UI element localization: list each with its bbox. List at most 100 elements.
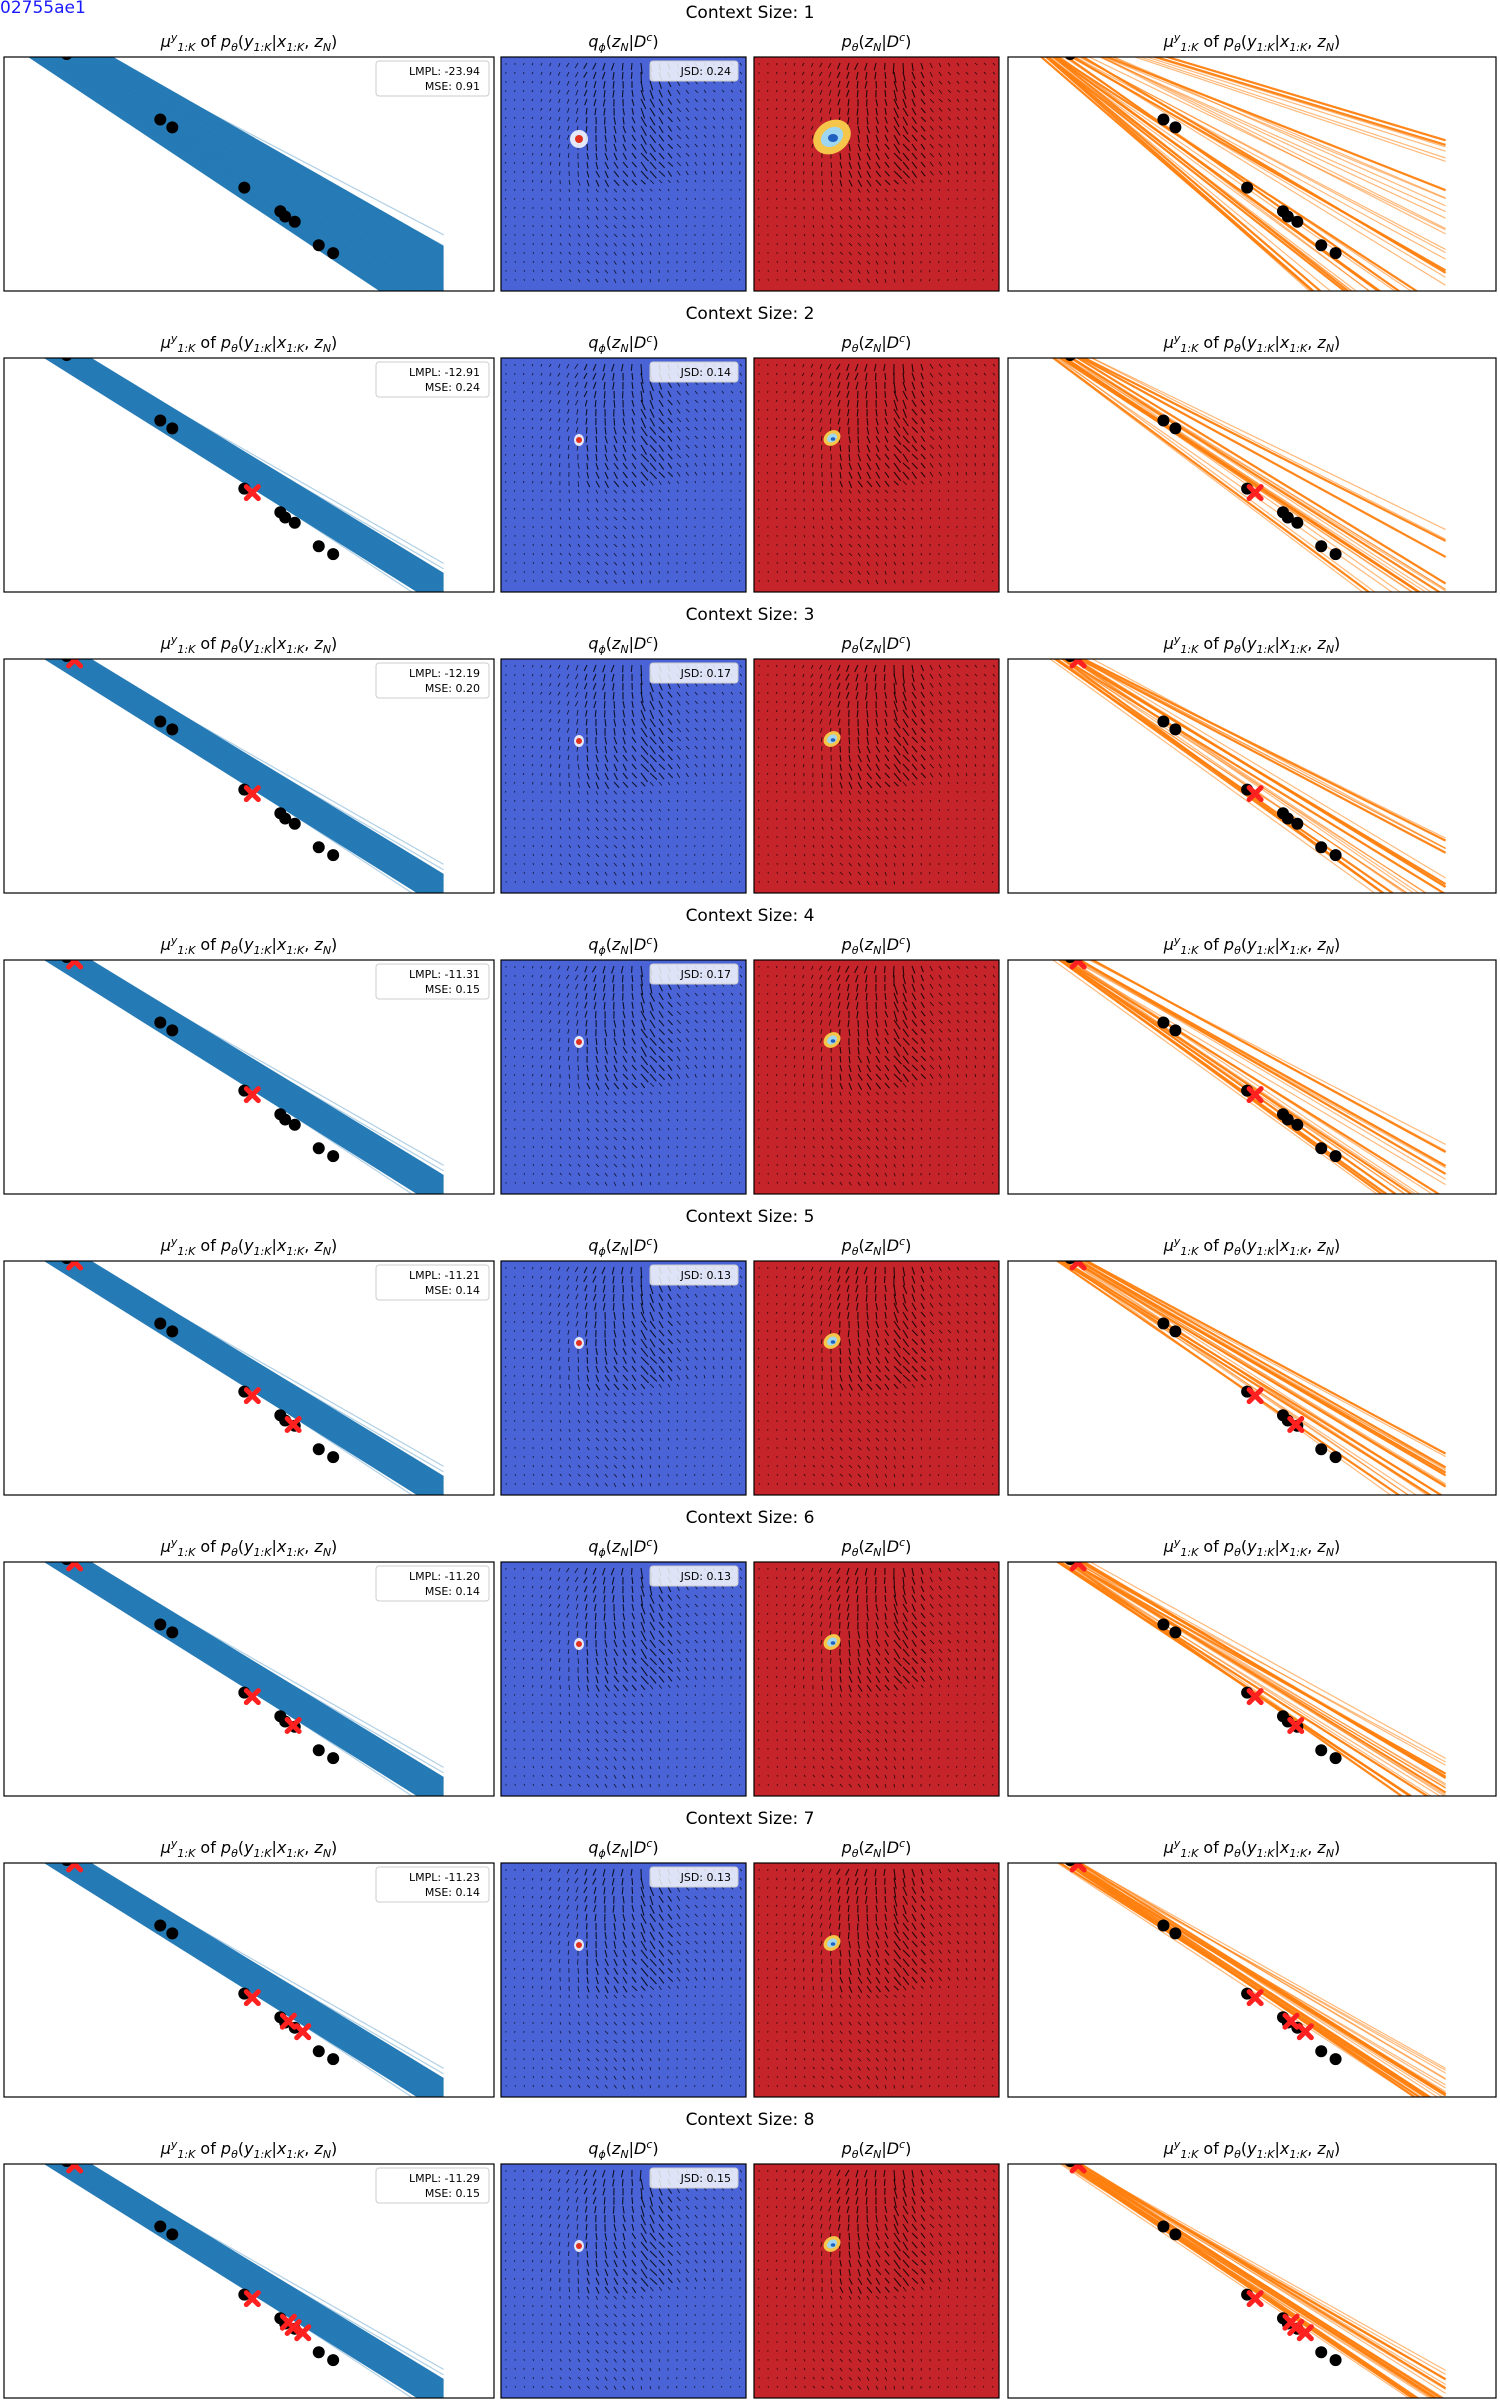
quiver-arrow — [649, 107, 656, 117]
quiver-arrow — [974, 570, 976, 573]
quiver-arrow — [622, 570, 626, 575]
quiver-arrow — [531, 143, 534, 147]
quiver-arrow — [667, 862, 669, 866]
quiver-arrow — [523, 489, 525, 492]
quiver-arrow — [830, 170, 833, 177]
sample-line — [1138, 57, 1446, 159]
quiver-arrow — [884, 89, 887, 97]
quiver-arrow — [523, 965, 525, 969]
quiver-arrow — [676, 107, 682, 113]
quiver-arrow — [965, 152, 968, 157]
quiver-arrow — [837, 80, 841, 88]
target-point — [1291, 215, 1304, 228]
quiver-arrow — [649, 161, 657, 170]
quiver-arrow — [685, 107, 690, 112]
quiver-arrow — [513, 426, 516, 429]
quiver-arrow — [812, 278, 815, 282]
mean-sample-line — [60, 57, 430, 291]
quiver-arrow — [566, 381, 570, 387]
panel-title: μy1:K of pθ(y1:K|x1:K, zN) — [160, 934, 338, 957]
quiver-arrow — [676, 826, 678, 830]
quiver-arrow — [522, 444, 525, 448]
quiver-arrow — [776, 71, 778, 75]
quiver-arrow — [631, 152, 637, 159]
quiver-arrow — [721, 552, 723, 555]
quiver-arrow — [604, 498, 609, 503]
mse-value: MSE: 0.24 — [425, 381, 480, 394]
quiver-arrow — [992, 89, 995, 93]
quiver-arrow — [640, 80, 644, 93]
target-point — [29, 933, 41, 945]
quiver-arrow — [540, 435, 543, 439]
quiver-arrow — [730, 260, 732, 263]
quiver-arrow — [739, 381, 743, 385]
quiver-arrow — [911, 170, 918, 178]
quiver-arrow — [603, 691, 606, 700]
quiver-arrow — [776, 673, 778, 677]
quiver-arrow — [685, 417, 690, 422]
quiver-arrow — [586, 498, 590, 503]
quiver-arrow — [676, 453, 682, 459]
quiver-arrow — [802, 98, 805, 103]
quiver-arrow — [902, 269, 904, 274]
quiver-arrow — [758, 278, 760, 281]
quiver-arrow — [604, 543, 608, 548]
sample-line — [1073, 57, 1446, 278]
quiver-arrow — [766, 197, 769, 200]
quiver-arrow — [875, 98, 879, 107]
quiver-arrow — [712, 1082, 714, 1085]
quiver-arrow — [902, 251, 905, 256]
target-point — [1157, 715, 1170, 728]
mean-sample-line — [72, 358, 444, 581]
quiver-arrow — [758, 790, 760, 793]
quiver-arrow — [721, 435, 724, 439]
quiver-arrow — [694, 143, 698, 148]
quiver-arrow — [947, 98, 951, 103]
quiver-arrow — [956, 579, 958, 582]
quiver-arrow — [640, 125, 647, 136]
quiver-arrow — [875, 251, 879, 256]
quiver-arrow — [558, 152, 561, 158]
quiver-arrow — [875, 381, 878, 390]
quiver-arrow — [974, 278, 976, 281]
quiver-arrow — [875, 242, 879, 247]
figure-id-label: 02755ae1 — [0, 0, 86, 18]
quiver-arrow — [929, 98, 935, 104]
quiver-arrow — [584, 381, 588, 389]
quiver-arrow — [685, 89, 690, 94]
sample-line — [1144, 57, 1446, 152]
quiver-arrow — [531, 116, 534, 120]
quiver-arrow — [631, 161, 638, 168]
quiver-arrow — [712, 471, 715, 476]
quiver-arrow — [739, 525, 741, 528]
quiver-arrow — [583, 71, 588, 78]
quiver-arrow — [649, 381, 655, 392]
quiver-arrow — [938, 206, 940, 210]
quiver-arrow — [603, 399, 606, 408]
quiver-arrow — [739, 754, 741, 758]
quiver-arrow — [613, 426, 617, 435]
quiver-arrow — [992, 507, 994, 510]
quiver-arrow — [630, 363, 633, 371]
quiver-arrow — [586, 260, 590, 264]
quiver-arrow — [640, 278, 643, 283]
quiver-arrow — [721, 134, 724, 138]
quiver-arrow — [694, 161, 698, 166]
quiver-arrow — [729, 552, 732, 555]
quiver-arrow — [721, 444, 724, 448]
quiver-arrow — [676, 408, 681, 414]
quiver-arrow — [721, 98, 725, 102]
sample-line — [1056, 659, 1409, 893]
quiver-arrow — [667, 552, 669, 556]
quiver-arrow — [739, 89, 742, 93]
quiver-arrow — [604, 435, 608, 444]
quiver-arrow — [504, 489, 507, 492]
target-point — [327, 849, 340, 862]
quiver-arrow — [839, 170, 842, 178]
quiver-arrow — [712, 152, 715, 157]
quiver-arrow — [595, 498, 599, 503]
quiver-arrow — [857, 269, 861, 274]
quiver-arrow — [965, 89, 969, 93]
quiver-arrow — [640, 179, 646, 185]
quiver-arrow — [738, 206, 741, 209]
